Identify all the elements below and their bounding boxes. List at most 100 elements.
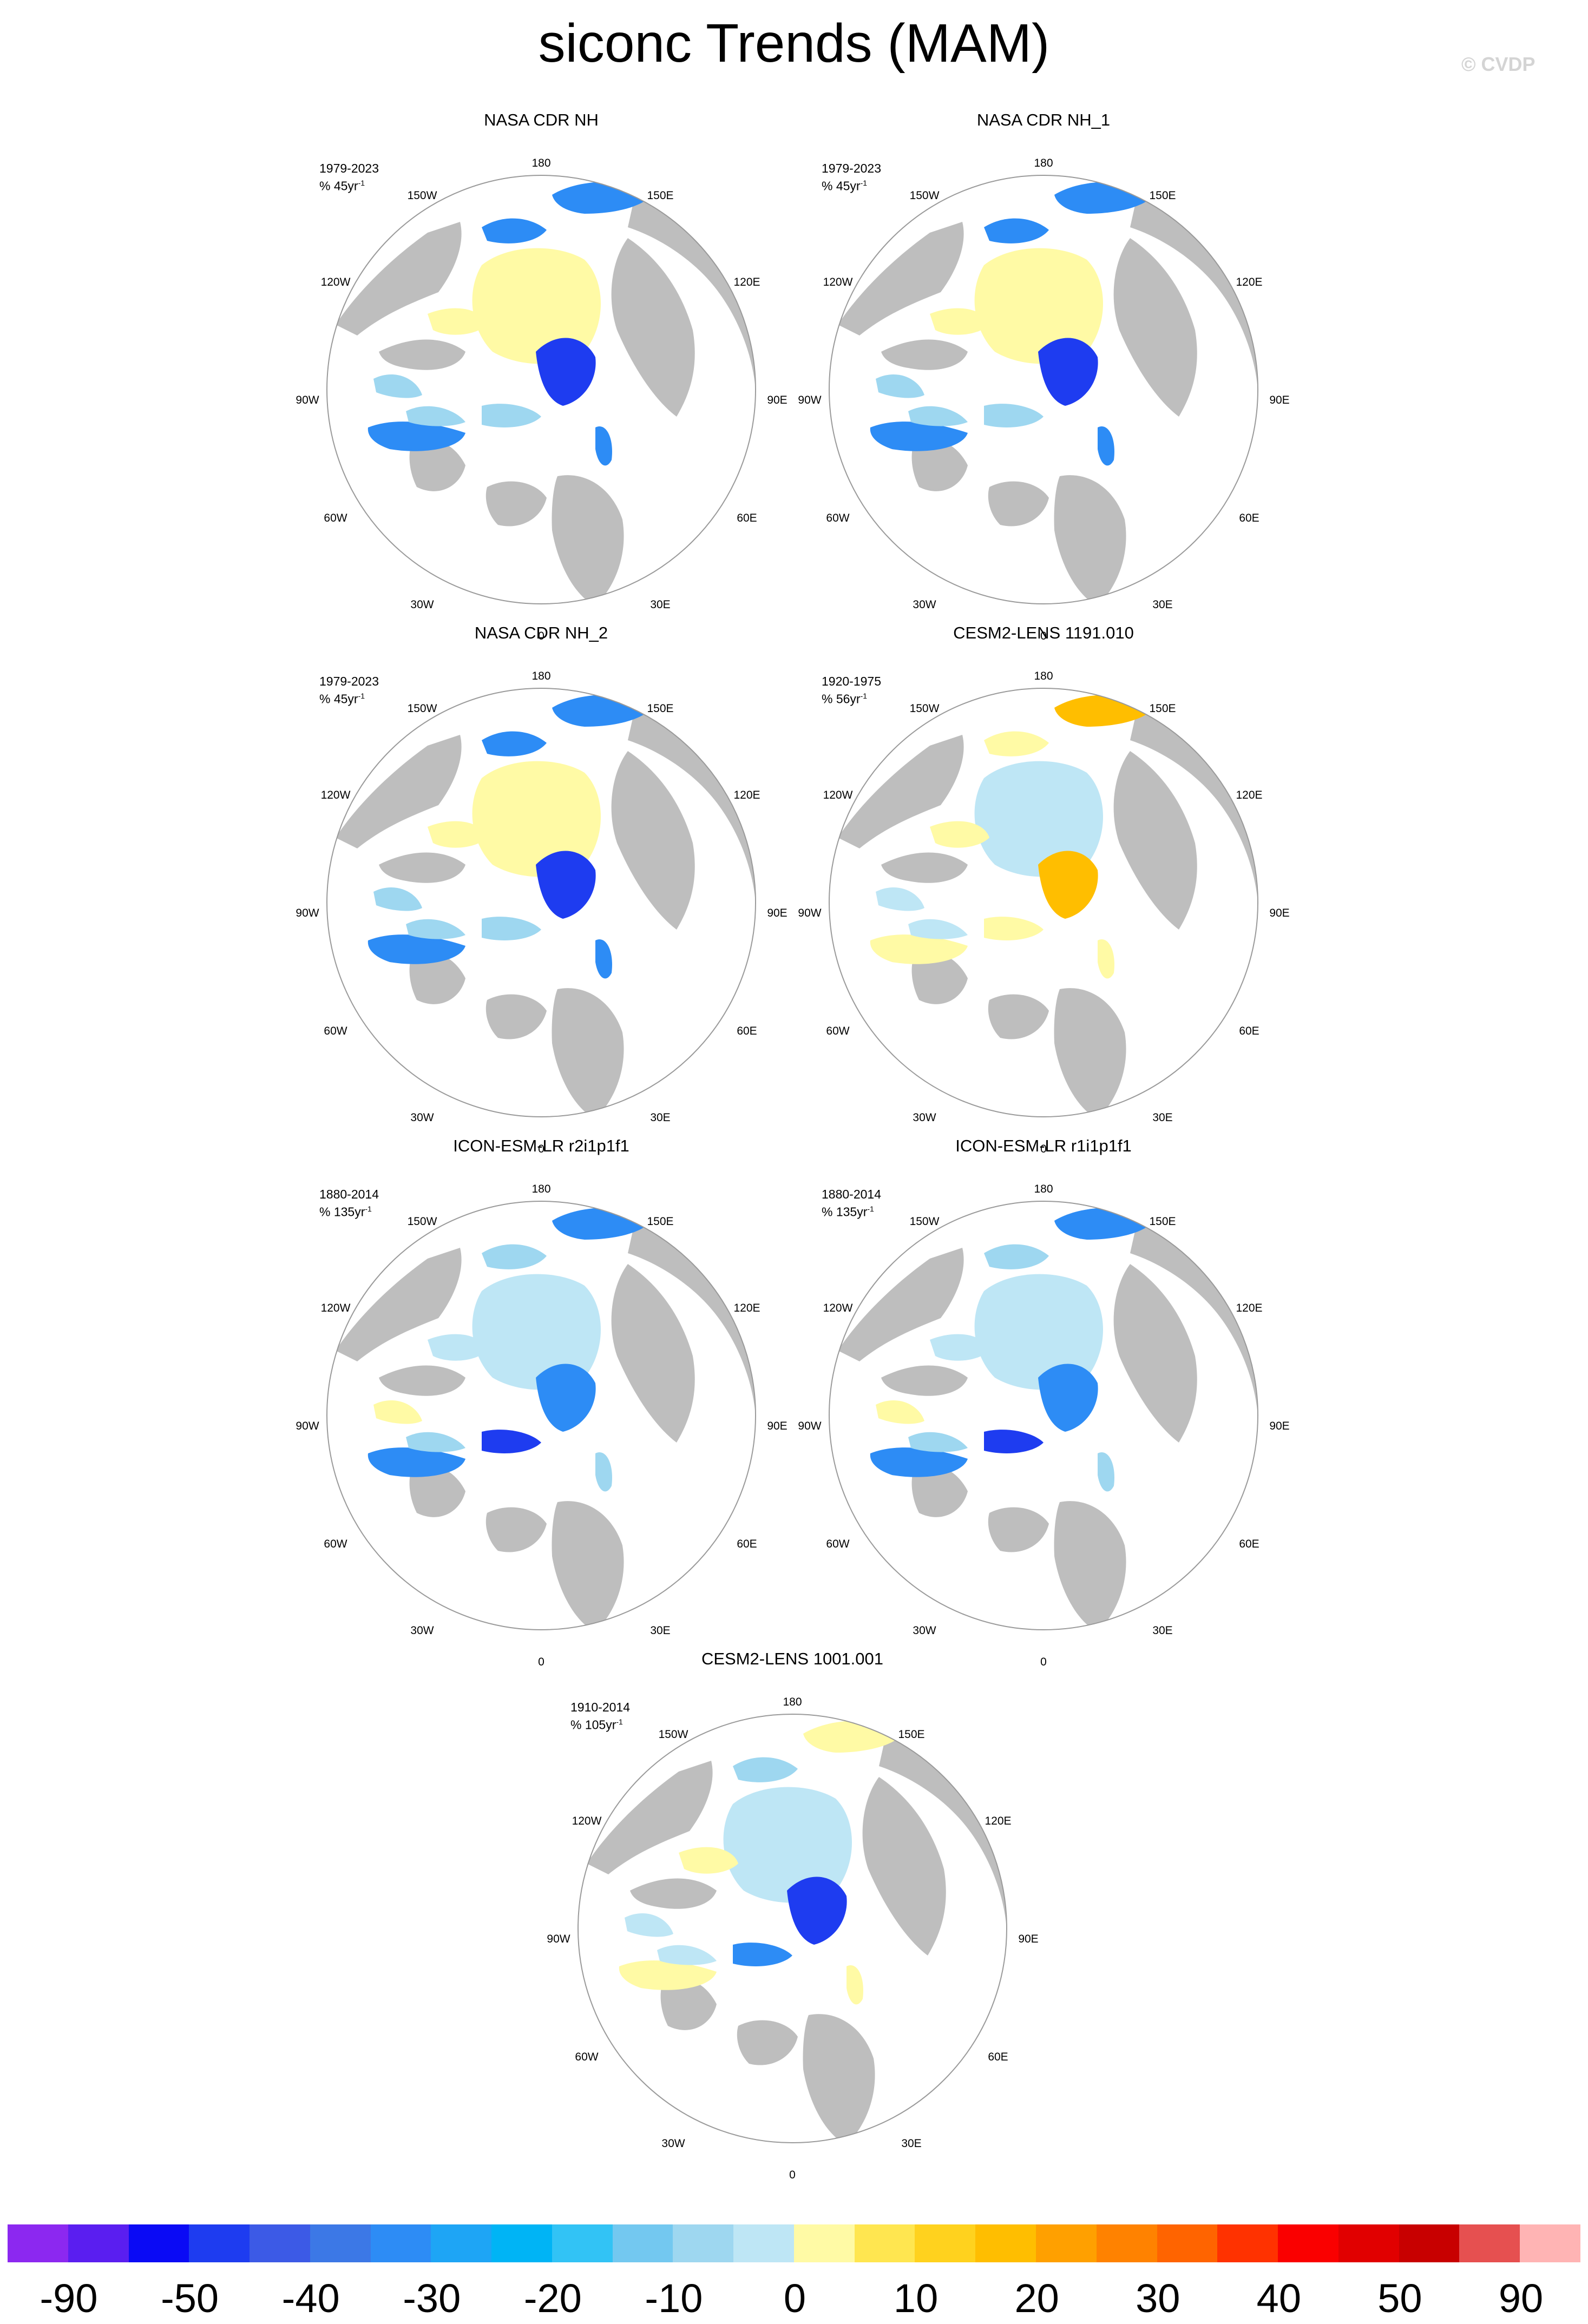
colorbar-swatch: [1096, 2224, 1157, 2262]
colorbar-swatch: [189, 2224, 250, 2262]
polar-map: [829, 688, 1258, 1117]
longitude-label: 30E: [650, 1111, 671, 1124]
sea-ice-trend-region: [876, 887, 924, 911]
sea-ice-trend-region: [1098, 939, 1114, 979]
land-mass: [881, 339, 968, 370]
trend-info: 1880-2014 % 135yr-1: [822, 1187, 881, 1220]
longitude-label: 90E: [1269, 907, 1290, 919]
sea-ice-trend-region: [984, 731, 1049, 756]
colorbar-swatch: [673, 2224, 734, 2262]
longitude-label: 60E: [737, 1025, 757, 1037]
trend-units-label: % 105yr: [570, 1717, 616, 1732]
trend-exponent: -1: [860, 179, 868, 187]
longitude-label: 150W: [407, 702, 437, 715]
land-mass: [485, 994, 547, 1039]
sea-ice-trend-region: [908, 406, 968, 426]
trend-units-label: % 135yr: [319, 1204, 365, 1219]
sea-ice-trend-region: [847, 1965, 863, 2005]
trend-info: 1979-2023 % 45yr-1: [319, 161, 379, 194]
longitude-label: 30W: [410, 598, 434, 611]
colorbar-tick-label: -10: [645, 2276, 703, 2321]
sea-ice-trend-region: [1038, 851, 1098, 919]
colorbar-swatch: [310, 2224, 371, 2262]
land-mass: [628, 692, 756, 903]
sea-ice-trend-region: [657, 1945, 717, 1965]
land-mass: [988, 994, 1049, 1039]
land-mass: [1113, 751, 1197, 930]
longitude-label: 150E: [898, 1728, 925, 1741]
longitude-label: 120W: [823, 276, 853, 288]
colorbar-tick-label: -20: [523, 2276, 582, 2321]
longitude-label: 90W: [296, 394, 319, 406]
longitude-label: 30E: [901, 2137, 922, 2150]
colorbar-swatch: [250, 2224, 310, 2262]
trend-units-label: % 135yr: [822, 1204, 868, 1219]
longitude-label: 180: [1034, 157, 1053, 169]
colorbar-swatch: [1036, 2224, 1097, 2262]
trend-info: 1979-2023 % 45yr-1: [822, 161, 881, 194]
longitude-label: 150W: [407, 1215, 437, 1228]
longitude-label: 90E: [1269, 394, 1290, 406]
panel-title: ICON-ESM-LR r1i1p1f1: [955, 1136, 1132, 1155]
land-mass: [988, 481, 1049, 526]
longitude-label: 120E: [1236, 276, 1263, 288]
colorbar-swatch: [128, 2224, 189, 2262]
sea-ice-trend-region: [1098, 1452, 1114, 1492]
land-mass: [1054, 988, 1126, 1117]
land-mass: [611, 1264, 695, 1443]
longitude-label: 120W: [823, 789, 853, 801]
period-label: 1979-2023: [319, 161, 379, 175]
colorbar-swatch: [1399, 2224, 1460, 2262]
colorbar-swatch: [975, 2224, 1036, 2262]
sea-ice-trend-region: [482, 1244, 547, 1269]
land-mass: [1130, 692, 1258, 903]
period-label: 1979-2023: [822, 161, 881, 175]
trend-units-label: % 45yr: [319, 179, 358, 193]
colorbar-swatch: [1157, 2224, 1218, 2262]
trend-exponent: -1: [365, 1204, 372, 1213]
land-mass: [628, 1204, 756, 1416]
longitude-label: 60E: [1239, 1538, 1259, 1550]
sea-ice-trend-region: [428, 821, 487, 848]
colorbar-tick-label: 40: [1256, 2276, 1301, 2321]
sea-ice-trend-region: [428, 1334, 487, 1361]
land-mass: [838, 222, 964, 335]
longitude-label: 150E: [647, 702, 674, 715]
land-mass: [630, 1878, 717, 1909]
land-mass: [911, 952, 968, 1004]
longitude-label: 150E: [647, 189, 674, 202]
sea-ice-trend-region: [733, 1757, 798, 1782]
sea-ice-trend-region: [625, 1913, 673, 1937]
longitude-label: 150W: [658, 1728, 688, 1741]
sea-ice-trend-region: [482, 1430, 541, 1453]
longitude-label: 150E: [1149, 702, 1176, 715]
colorbar-swatch: [1520, 2224, 1580, 2262]
land-mass: [628, 179, 756, 390]
land-mass: [611, 751, 695, 930]
longitude-label: 30E: [1152, 1111, 1173, 1124]
trend-units-label: % 56yr: [822, 692, 861, 706]
land-mass: [1130, 179, 1258, 390]
trend-exponent: -1: [860, 692, 868, 700]
land-mass: [552, 988, 624, 1117]
sea-ice-trend-region: [876, 374, 924, 398]
land-mass: [409, 439, 465, 491]
longitude-label: 30W: [913, 1624, 936, 1637]
land-mass: [988, 1507, 1049, 1552]
longitude-label: 90E: [1269, 1420, 1290, 1432]
longitude-label: 90E: [767, 907, 788, 919]
sea-ice-trend-region: [536, 1364, 596, 1432]
sea-ice-trend-region: [974, 761, 1103, 877]
land-mass: [881, 852, 968, 883]
panel-title: CESM2-LENS 1001.001: [701, 1649, 884, 1668]
trend-exponent: -1: [358, 692, 365, 700]
sea-ice-trend-region: [984, 1244, 1049, 1269]
sea-ice-trend-region: [1098, 426, 1114, 466]
colorbar-swatch: [1338, 2224, 1399, 2262]
colorbar-tick-label: 50: [1377, 2276, 1422, 2321]
land-mass: [611, 238, 695, 417]
longitude-label: 150E: [1149, 189, 1176, 202]
sea-ice-trend-region: [870, 422, 968, 451]
sea-ice-trend-region: [368, 422, 465, 451]
longitude-label: 90W: [296, 1420, 319, 1432]
